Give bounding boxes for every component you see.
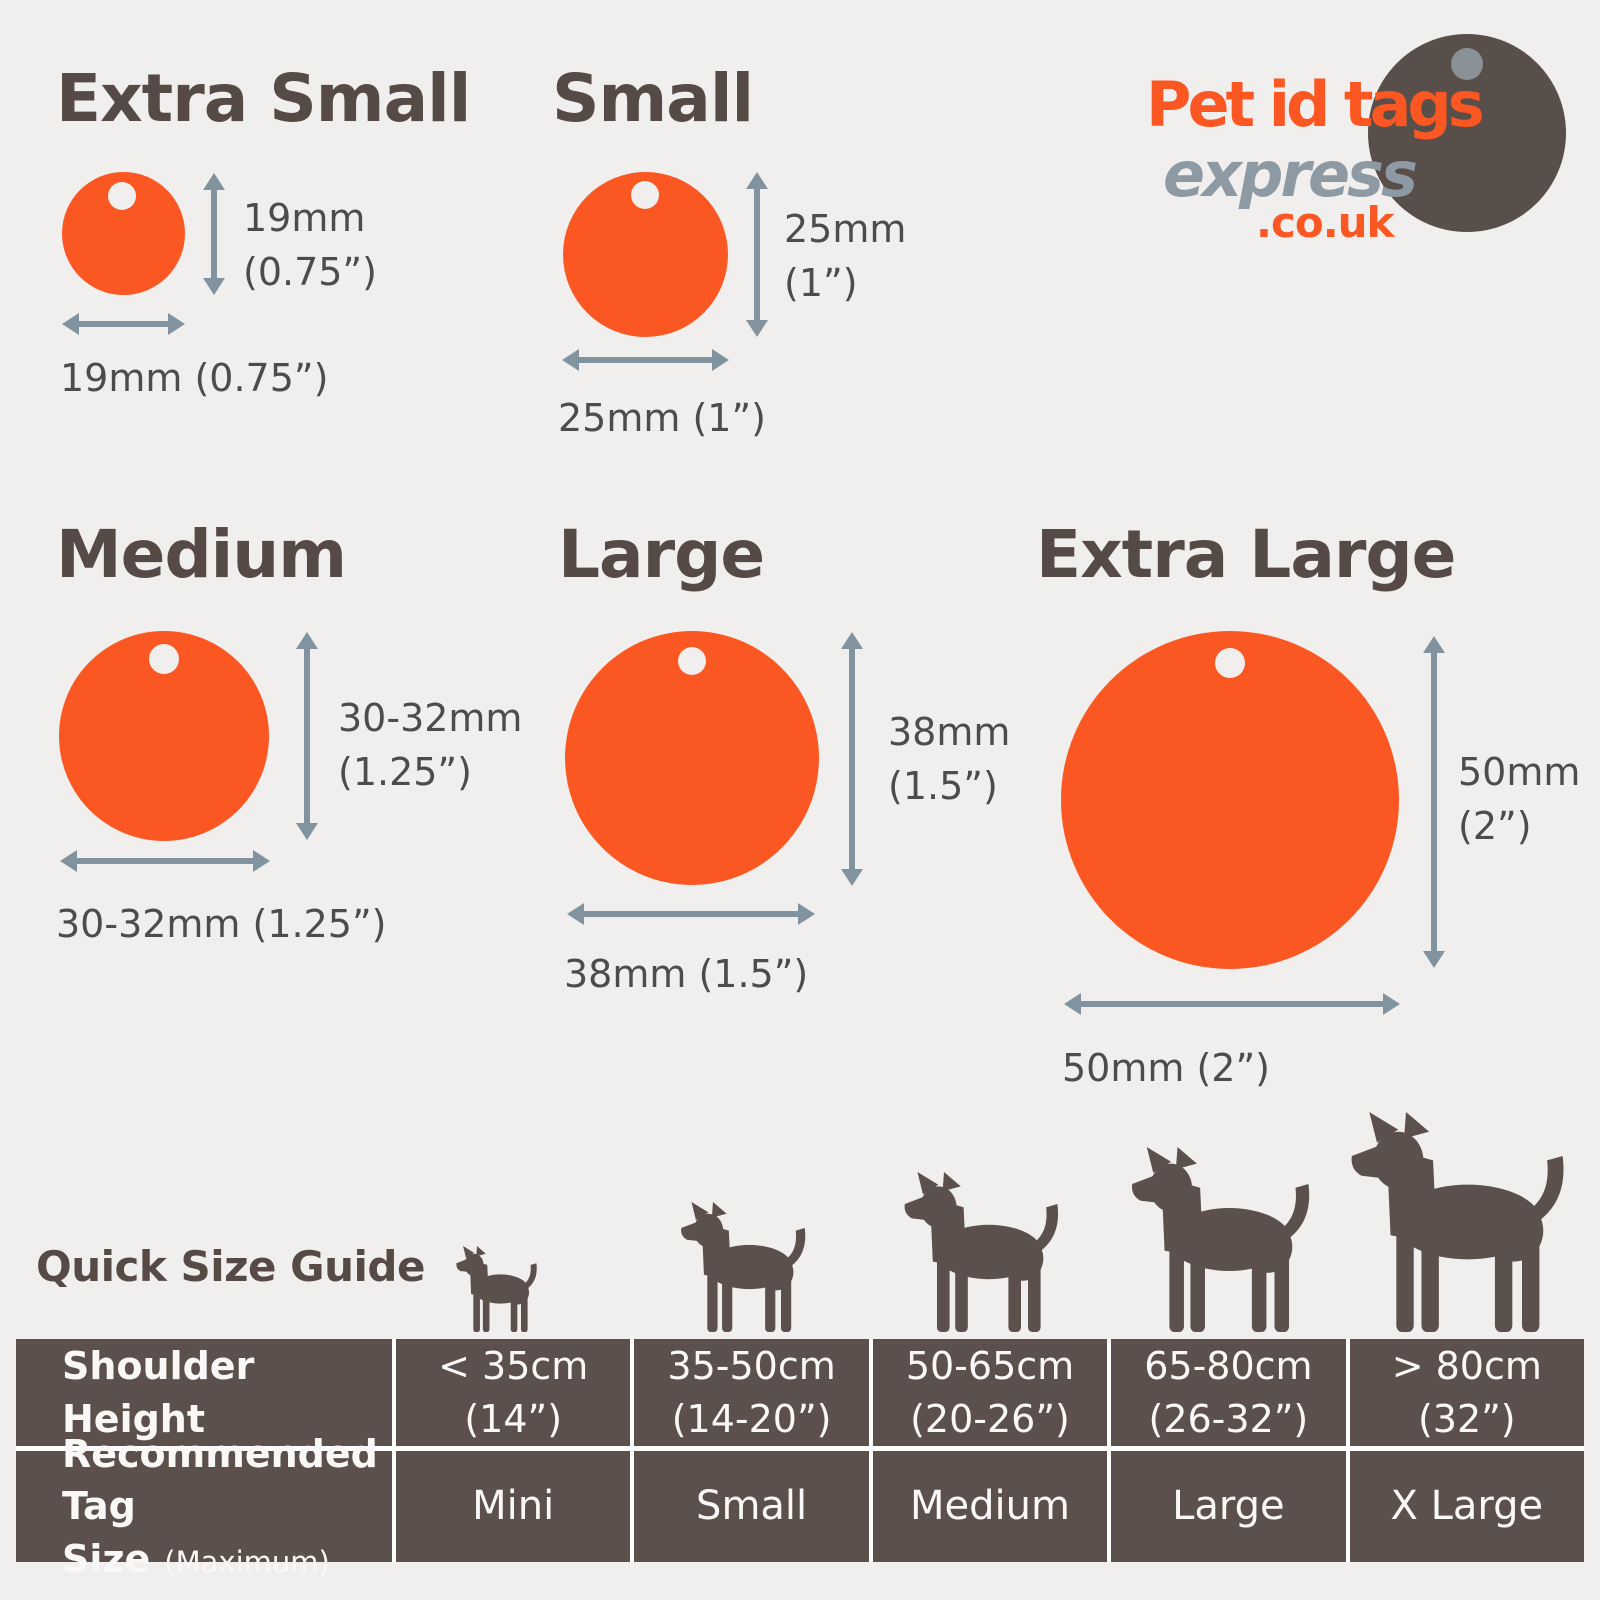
width-label: 19mm (0.75”) <box>60 356 329 400</box>
width-arrow-icon <box>62 310 185 338</box>
width-arrow-icon <box>60 847 270 875</box>
tag-hole-icon <box>108 182 136 210</box>
table-header-recommended-tag-size: Recommended Tag Size (Maximum) <box>16 1432 392 1581</box>
height-label: 25mm (1”) <box>784 207 907 305</box>
dog-silhouette-large-icon <box>1132 1147 1310 1332</box>
height-arrow-icon <box>293 632 321 840</box>
table-cell-tagsize-5: X Large <box>1349 1451 1584 1562</box>
tag-size-title-small: Small <box>552 60 754 137</box>
logo-tag-circle <box>1368 34 1566 232</box>
tag-hole-icon <box>1215 648 1245 678</box>
table-header-shoulder-height: Shoulder Height <box>16 1339 392 1446</box>
size-guide-table: Shoulder Height < 35cm (14”) 35-50cm (14… <box>16 1339 1584 1581</box>
height-arrow-icon <box>1420 636 1448 968</box>
tag-hole-icon <box>149 644 179 674</box>
tag-hole-icon <box>631 181 659 209</box>
dog-silhouette-small-icon <box>681 1202 806 1332</box>
width-label: 30-32mm (1.25”) <box>56 902 387 946</box>
dog-silhouette-medium-icon <box>904 1172 1059 1332</box>
tag-size-title-large: Large <box>558 516 765 593</box>
logo-wordmark-line2: express <box>1163 138 1418 211</box>
table-cell-tagsize-4: Large <box>1111 1451 1346 1562</box>
height-label: 38mm (1.5”) <box>888 710 1011 808</box>
height-arrow-icon <box>838 632 866 886</box>
table-cell-shoulder-2: 35-50cm (14-20”) <box>634 1339 869 1446</box>
table-cell-tagsize-1: Mini <box>396 1451 631 1562</box>
dog-silhouette-xlarge-icon <box>1351 1112 1564 1332</box>
height-label: 19mm (0.75”) <box>243 196 377 294</box>
height-arrow-icon <box>743 172 771 337</box>
logo-domain: .co.uk <box>1256 198 1394 247</box>
tag-size-title-extra-small: Extra Small <box>56 60 471 137</box>
height-label: 30-32mm (1.25”) <box>338 696 523 794</box>
width-arrow-icon <box>562 346 729 374</box>
dog-silhouette-toy-icon <box>456 1246 537 1332</box>
width-arrow-icon <box>567 900 815 928</box>
width-label: 38mm (1.5”) <box>564 952 809 996</box>
width-label: 25mm (1”) <box>558 396 766 440</box>
tag-circle-extra-large <box>1061 631 1399 969</box>
maximum-note: (Maximum) <box>164 1544 330 1579</box>
tag-size-title-extra-large: Extra Large <box>1036 516 1456 593</box>
table-cell-shoulder-3: 50-65cm (20-26”) <box>872 1339 1108 1446</box>
height-arrow-icon <box>200 173 228 295</box>
logo-tag-hole-icon <box>1451 48 1483 80</box>
width-label: 50mm (2”) <box>1062 1046 1270 1090</box>
table-cell-shoulder-1: < 35cm (14”) <box>396 1339 631 1446</box>
table-cell-tagsize-3: Medium <box>872 1451 1108 1562</box>
width-arrow-icon <box>1064 990 1400 1018</box>
table-cell-shoulder-4: 65-80cm (26-32”) <box>1111 1339 1346 1446</box>
tag-size-title-medium: Medium <box>56 516 347 593</box>
tag-hole-icon <box>678 647 706 675</box>
table-cell-tagsize-2: Small <box>634 1451 869 1562</box>
table-cell-shoulder-5: > 80cm (32”) <box>1349 1339 1584 1446</box>
logo-wordmark-line1: Pet id tags <box>1146 68 1485 141</box>
height-label: 50mm (2”) <box>1458 750 1581 848</box>
quick-size-guide-title: Quick Size Guide <box>36 1242 425 1291</box>
